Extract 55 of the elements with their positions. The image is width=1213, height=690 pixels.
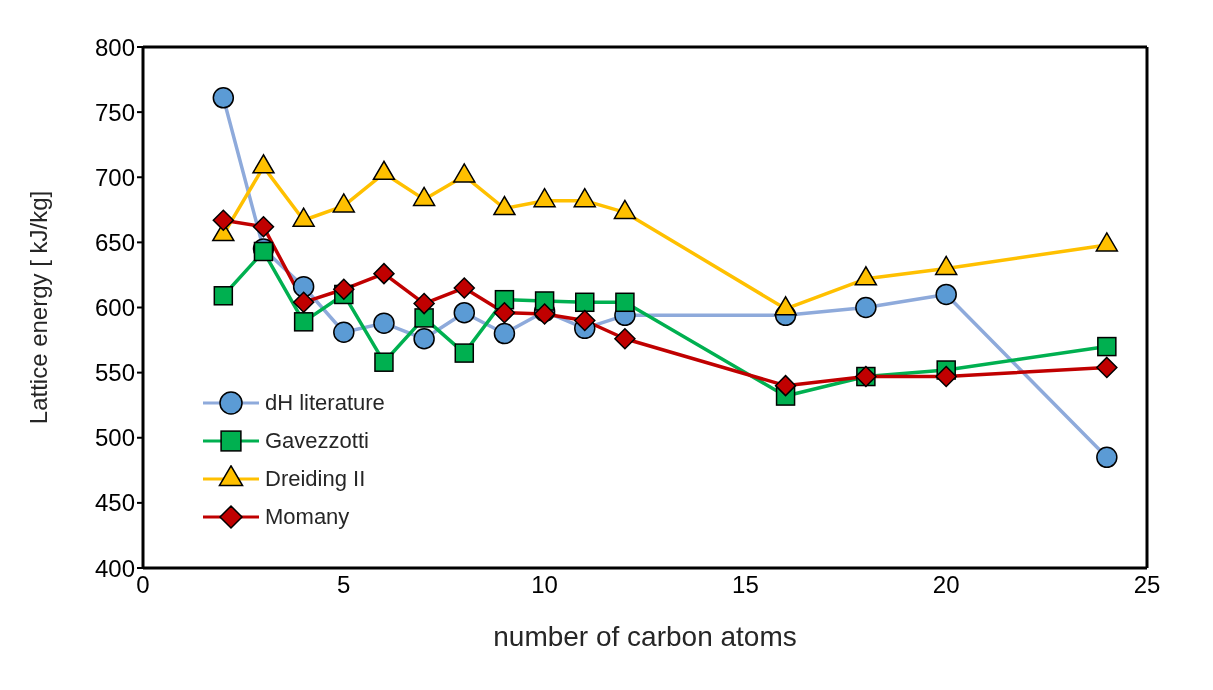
- x-tick-label: 15: [732, 571, 759, 599]
- point: [372, 160, 396, 181]
- legend-label: dH literature: [265, 390, 385, 416]
- point: [614, 328, 636, 350]
- point: [292, 207, 315, 227]
- legend-label: Dreiding II: [265, 466, 366, 492]
- y-tick-label: 750: [94, 98, 135, 126]
- point: [533, 187, 556, 208]
- point: [1096, 356, 1118, 379]
- point: [615, 292, 635, 313]
- x-tick-label: 0: [136, 571, 150, 599]
- legend-label: Momany: [265, 504, 350, 530]
- x-tick-label: 5: [337, 571, 351, 599]
- point: [412, 186, 436, 207]
- y-tick-label: 400: [94, 554, 135, 582]
- y-tick-label: 500: [94, 424, 135, 452]
- point: [854, 266, 878, 286]
- point: [292, 291, 315, 314]
- point: [573, 187, 597, 208]
- point: [252, 154, 275, 174]
- point: [575, 292, 595, 313]
- point: [332, 193, 356, 213]
- y-tick-label: 650: [94, 228, 135, 256]
- point: [493, 301, 516, 324]
- point: [373, 262, 395, 285]
- point: [1095, 232, 1119, 252]
- y-tick-label: 550: [94, 359, 135, 387]
- y-tick-label: 700: [94, 163, 135, 191]
- point: [493, 195, 516, 216]
- point: [453, 163, 476, 183]
- point: [212, 209, 235, 231]
- y-tick-label: 450: [94, 489, 135, 517]
- point: [213, 286, 234, 306]
- point: [293, 312, 314, 332]
- y-tick-label: 800: [94, 33, 135, 61]
- point: [935, 365, 957, 388]
- x-tick-label: 20: [932, 571, 960, 599]
- x-tick-label: 25: [1133, 571, 1161, 599]
- x-tick-label: 10: [531, 571, 558, 599]
- point: [1097, 336, 1117, 357]
- y-tick-label: 600: [94, 294, 135, 322]
- point: [333, 278, 355, 301]
- x-axis-title: number of carbon atoms: [493, 621, 797, 652]
- point: [414, 308, 434, 328]
- point: [413, 292, 435, 315]
- point: [453, 277, 476, 299]
- point: [613, 199, 637, 220]
- y-axis-title: Lattice energy [ kJ/kg]: [24, 190, 52, 425]
- point: [374, 352, 394, 372]
- point: [454, 343, 475, 363]
- point: [252, 215, 275, 238]
- point: [934, 255, 958, 276]
- point: [574, 309, 596, 332]
- legend-label: Gavezzotti: [265, 428, 369, 454]
- point: [774, 374, 797, 397]
